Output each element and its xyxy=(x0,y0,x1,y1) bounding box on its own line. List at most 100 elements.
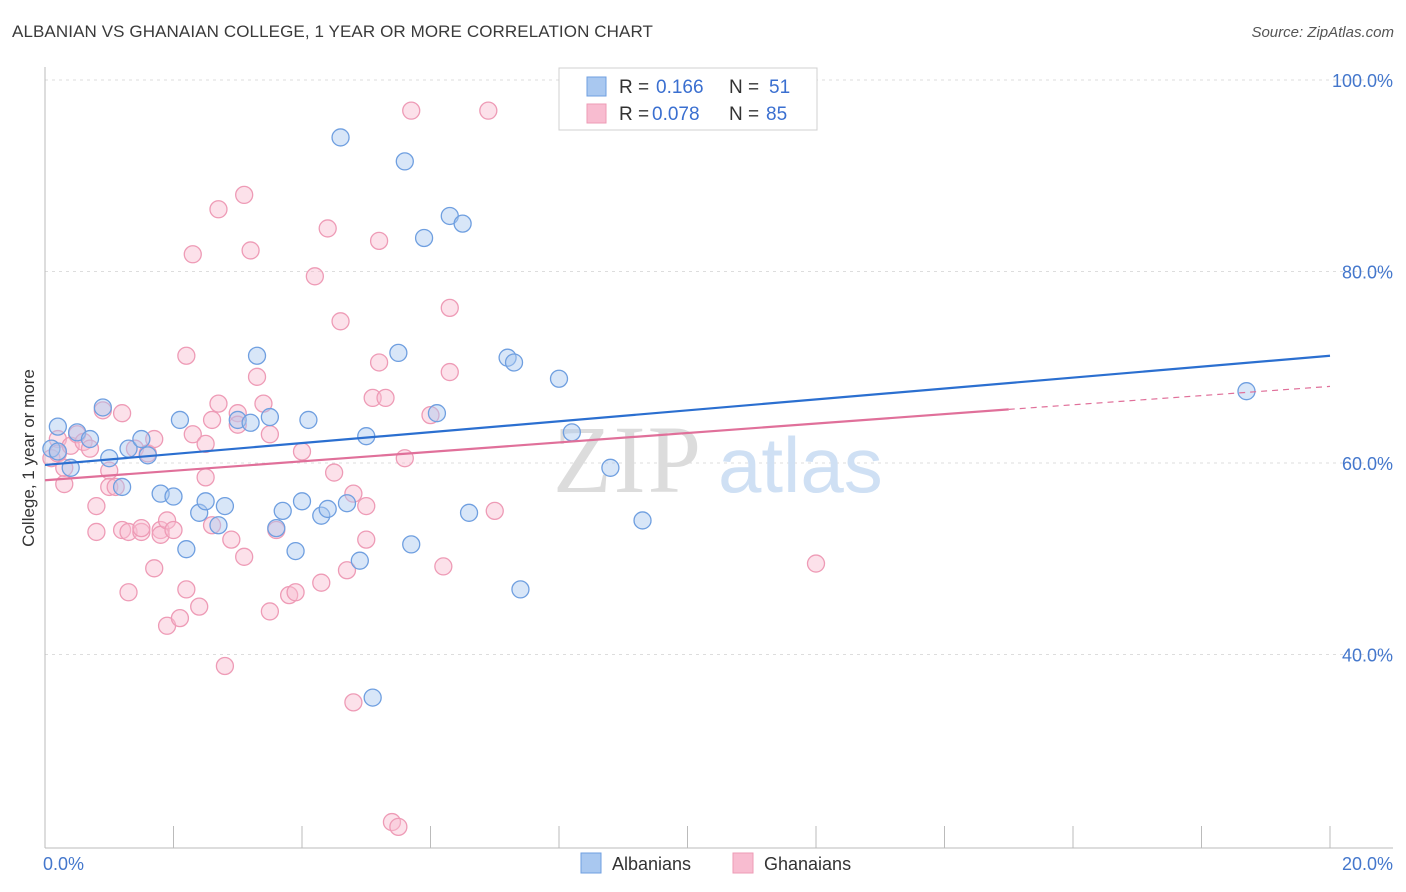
ghanaian-point xyxy=(145,429,164,449)
ghanaian-point xyxy=(440,362,459,382)
tick-labels: 40.0% 60.0% 80.0% 100.0% 0.0% 20.0% xyxy=(43,71,1393,874)
albanian-point xyxy=(549,369,569,388)
watermark-atlas: atlas xyxy=(718,421,883,509)
legend-n-label-albanians: N = xyxy=(729,77,759,98)
albanian-point xyxy=(273,501,292,521)
trend-lines xyxy=(44,354,1331,482)
albanian-point xyxy=(299,410,318,430)
ghanaian-point xyxy=(119,583,138,602)
albanian-point xyxy=(318,499,337,519)
albanian-point xyxy=(260,407,280,427)
ghanaian-point xyxy=(222,530,241,549)
albanian-point xyxy=(48,417,67,436)
ghanaian-point xyxy=(363,388,382,408)
albanian-point xyxy=(48,442,67,461)
legend-n-label-ghanaians: N = xyxy=(729,104,759,125)
albanian-point xyxy=(267,518,286,538)
bottom-legend: Albanians Ghanaians xyxy=(580,852,851,874)
albanian-point xyxy=(331,128,350,147)
ghanaian-point xyxy=(100,477,119,497)
watermark: ZIP atlas xyxy=(553,406,883,513)
ghanaian-point xyxy=(202,410,222,430)
ghanaian-point xyxy=(440,298,459,318)
watermark-zip: ZIP xyxy=(553,406,703,513)
albanian-point xyxy=(337,494,357,513)
ghanaian-point xyxy=(157,511,177,530)
albanian-point xyxy=(427,404,447,423)
legend-swatch-albanians xyxy=(586,76,607,97)
albanian-point xyxy=(363,688,382,707)
ghanaian-point xyxy=(106,477,125,497)
source-label: Source: ZipAtlas.com xyxy=(1251,24,1394,41)
bottom-legend-ghanaians: Ghanaians xyxy=(764,854,851,874)
legend-r-value-ghanaians: 0.078 xyxy=(652,104,700,125)
ghanaian-point xyxy=(357,530,376,549)
ghanaian-point xyxy=(235,547,254,566)
bottom-legend-albanians: Albanians xyxy=(612,854,691,874)
ghanaian-point xyxy=(112,404,132,423)
albanian-point xyxy=(292,492,312,511)
albanian-trend-line xyxy=(44,354,1331,467)
bottom-legend-swatch-ghanaians xyxy=(732,852,754,874)
y-axis-label: College, 1 year or more xyxy=(19,369,38,547)
albanian-point xyxy=(312,506,331,525)
albanian-point xyxy=(164,487,183,506)
ghanaian-point xyxy=(145,559,164,578)
ghanaian-point xyxy=(209,394,228,413)
ghanaian-point xyxy=(421,405,440,425)
albanian-point xyxy=(286,541,305,561)
ghanaian-point xyxy=(87,496,106,516)
ghanaian-point xyxy=(292,442,312,461)
albanian-point xyxy=(93,398,112,417)
ghanaian-point xyxy=(247,367,267,386)
albanian-point xyxy=(350,551,369,570)
albanian-point xyxy=(80,429,100,449)
albanian-point xyxy=(395,152,414,171)
ghanaian-point xyxy=(324,463,344,482)
ghanaian-point xyxy=(402,101,421,120)
albanian-point xyxy=(132,429,151,449)
ghanaian-points xyxy=(42,101,826,836)
legend-r-label-albanians: R = xyxy=(619,77,649,98)
albanian-point xyxy=(504,353,524,372)
ghanaian-point xyxy=(331,312,350,331)
ghanaian-trend-line-extension xyxy=(1008,385,1331,410)
ghanaian-point xyxy=(286,583,305,602)
albanian-point xyxy=(562,423,581,442)
ghanaian-point xyxy=(344,693,363,712)
albanian-point xyxy=(459,503,479,522)
ghanaian-point xyxy=(260,425,280,444)
ghanaian-point xyxy=(369,231,389,251)
albanian-point xyxy=(215,496,235,516)
ghanaian-point xyxy=(209,200,228,219)
legend-swatch-ghanaians xyxy=(586,103,607,124)
ghanaian-point xyxy=(369,353,389,372)
ghanaian-point xyxy=(312,573,331,592)
y-tick-label: 100.0% xyxy=(1332,71,1393,91)
albanian-point xyxy=(1237,382,1256,401)
ghanaian-point xyxy=(177,346,196,365)
ghanaian-point xyxy=(260,602,280,621)
legend-r-value-albanians: 0.166 xyxy=(656,77,704,98)
ghanaian-point xyxy=(190,597,209,616)
y-tick-label: 60.0% xyxy=(1342,454,1393,474)
y-tick-label: 80.0% xyxy=(1342,263,1393,283)
ghanaian-point xyxy=(183,245,202,264)
albanian-point xyxy=(414,228,434,248)
albanian-point xyxy=(209,516,228,535)
albanian-point xyxy=(196,492,215,511)
ghanaian-point xyxy=(112,520,132,540)
y-tick-label: 40.0% xyxy=(1342,646,1393,666)
ghanaian-point xyxy=(80,439,100,458)
ghanaian-point xyxy=(434,557,453,576)
albanian-point xyxy=(177,540,196,559)
legend-r-label-ghanaians: R = xyxy=(619,104,649,125)
ghanaian-point xyxy=(357,496,376,516)
ghanaian-point xyxy=(170,608,190,628)
ghanaian-point xyxy=(479,101,498,120)
ghanaian-point xyxy=(485,501,504,521)
ghanaian-point xyxy=(183,425,202,444)
albanian-point xyxy=(241,413,260,432)
ghanaian-point xyxy=(376,388,395,408)
